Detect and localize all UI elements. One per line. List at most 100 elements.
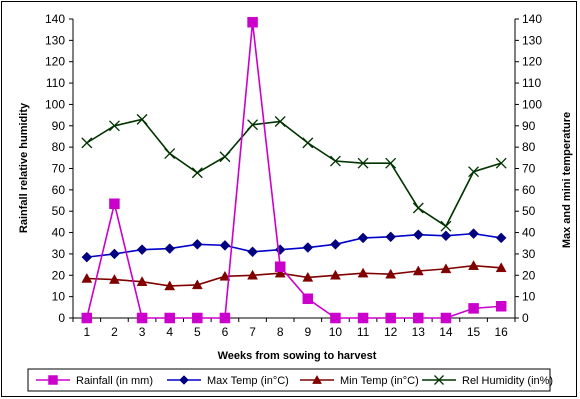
data-point-stroke	[108, 120, 120, 132]
data-point	[164, 280, 176, 291]
x-tick-label: 2	[111, 325, 118, 339]
data-point	[219, 151, 231, 163]
data-point	[81, 272, 93, 283]
y-left-tick-label: 90	[52, 119, 66, 133]
data-point	[495, 232, 507, 244]
data-point	[440, 312, 452, 324]
data-point	[274, 116, 286, 127]
data-point	[81, 137, 93, 149]
data-point-stroke	[357, 157, 369, 169]
data-point	[247, 269, 258, 280]
x-tick-label: 5	[194, 325, 201, 339]
x-tick-label: 9	[304, 325, 311, 339]
series-layer	[81, 16, 507, 324]
data-point	[357, 312, 369, 324]
data-point	[191, 167, 203, 179]
y-right-tick-label: 70	[522, 162, 536, 176]
data-point	[440, 263, 452, 274]
data-point	[385, 231, 397, 243]
y-right-tick-label: 40	[522, 226, 536, 240]
data-point	[468, 228, 479, 239]
data-point	[191, 238, 203, 250]
y-left-tick-label: 110	[46, 76, 65, 90]
series-line	[86, 118, 502, 228]
data-point	[109, 248, 120, 260]
y-right-tick-label: 90	[522, 119, 536, 133]
data-point	[385, 312, 396, 324]
data-point	[412, 202, 424, 214]
y-axis-right-title: Max and mini temperature	[561, 112, 573, 248]
y-right-tick-label: 10	[522, 290, 536, 304]
legend-swatch-marker-stroke	[434, 375, 444, 385]
data-point	[495, 262, 507, 273]
data-point	[357, 232, 369, 244]
y-right-tick-label: 80	[522, 140, 536, 154]
legend-swatch-marker	[312, 374, 322, 384]
legend-entry: Rainfall (in mm)	[36, 375, 153, 387]
data-point	[330, 238, 341, 250]
data-point-stroke	[219, 151, 231, 163]
y-left-tick-label: 80	[52, 140, 66, 154]
data-point	[136, 276, 148, 286]
legend-swatch-marker	[48, 375, 58, 385]
series-line	[86, 264, 502, 287]
legend: Rainfall (in mm) Max Temp (in°C) Min Temp …	[27, 368, 553, 392]
series-1	[81, 228, 507, 263]
data-point	[191, 279, 203, 290]
data-point-stroke	[302, 137, 314, 149]
legend-entry: Max Temp (in°C)	[167, 375, 289, 387]
y-left-tick-label: 10	[52, 290, 66, 304]
data-point	[274, 244, 286, 256]
data-point	[412, 265, 424, 276]
y-right-tick-label: 0	[522, 311, 529, 325]
x-tick-label: 4	[166, 325, 173, 339]
data-point	[274, 261, 286, 272]
y-left-tick-label: 70	[52, 162, 66, 176]
data-point-stroke	[164, 148, 176, 160]
data-point	[357, 157, 369, 169]
data-point-stroke	[247, 119, 259, 131]
x-tick-label: 3	[139, 325, 146, 339]
y-right-tick-label: 130	[522, 33, 542, 47]
x-tick-label: 15	[467, 325, 481, 339]
data-point	[468, 303, 479, 314]
data-point-stroke	[495, 157, 507, 169]
legend-label: Min Temp (in°C)	[340, 375, 419, 387]
data-point	[164, 243, 176, 254]
data-point	[136, 244, 148, 256]
data-point	[413, 312, 424, 324]
x-tick-label: 1	[83, 325, 90, 339]
data-point	[302, 242, 314, 253]
data-point	[219, 270, 231, 281]
data-point	[468, 260, 479, 270]
data-point	[108, 120, 120, 132]
data-point	[302, 293, 314, 305]
legend-label: Rainfall (in mm)	[76, 375, 153, 387]
data-point	[81, 312, 93, 324]
data-point	[302, 137, 314, 149]
x-tick-label: 14	[439, 325, 453, 339]
data-point-stroke	[274, 116, 286, 127]
legend-label: Max Temp (in°C)	[207, 375, 289, 387]
y-right-tick-label: 30	[522, 247, 536, 261]
y-left-tick-label: 60	[52, 183, 66, 197]
x-axis-title: Weeks from sowing to harvest	[218, 350, 377, 362]
data-point	[247, 16, 258, 28]
y-left-tick-label: 30	[52, 247, 66, 261]
series-line	[86, 232, 502, 258]
x-tick-label: 13	[412, 325, 426, 339]
y-left-tick-label: 120	[45, 55, 65, 69]
data-point	[274, 267, 286, 278]
legend-box	[27, 368, 551, 392]
x-tick-label: 10	[329, 325, 343, 339]
data-point	[495, 301, 507, 312]
data-point-stroke	[329, 155, 341, 167]
y-left-tick-label: 40	[52, 226, 66, 240]
data-point	[192, 312, 203, 324]
y-right-tick-label: 100	[522, 97, 542, 111]
series-2	[81, 260, 507, 291]
data-point	[164, 148, 176, 160]
axes: 0 0 10 10 20 20 30 30 40 40 50 50 60 60 70 70 80 80 90 90 10…	[45, 12, 542, 339]
y-left-tick-label: 100	[45, 97, 65, 111]
